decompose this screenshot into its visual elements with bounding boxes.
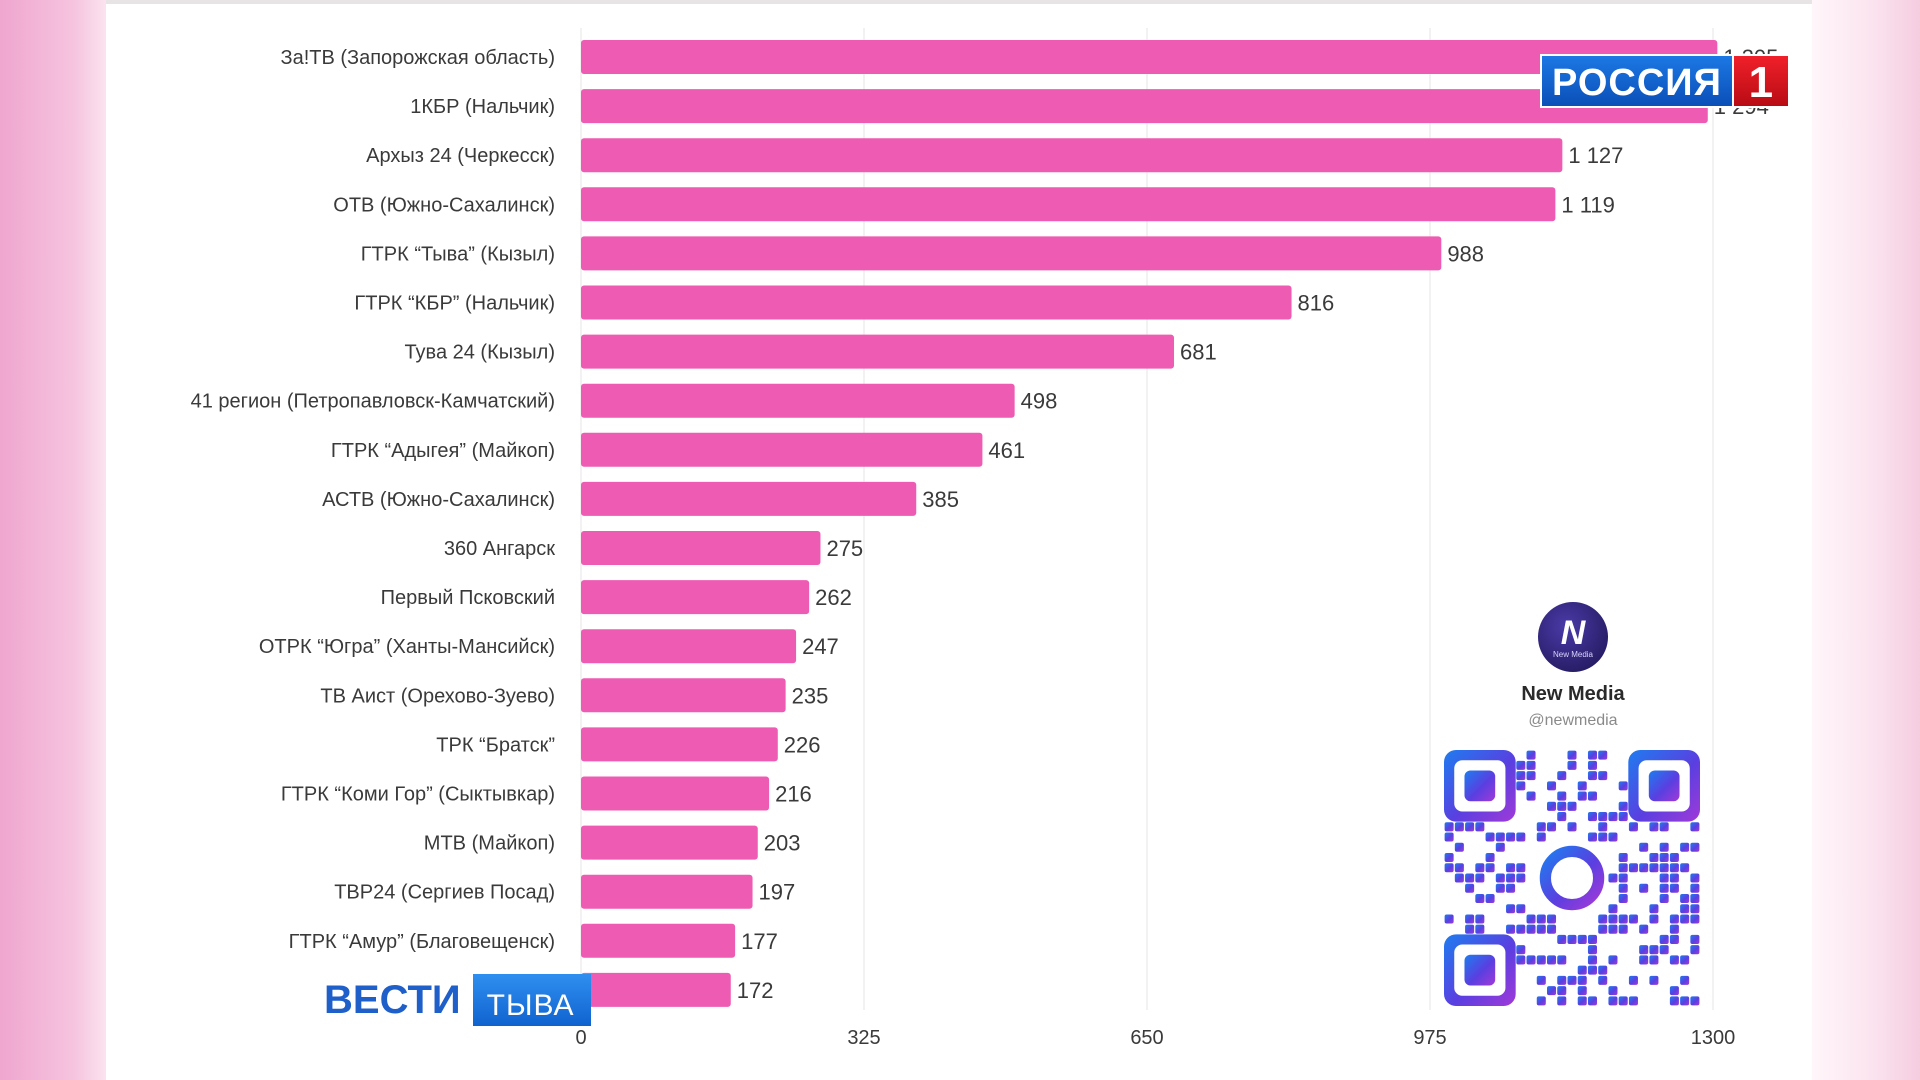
category-label: 41 регион (Петропавловск-Камчатский) — [191, 391, 555, 413]
russia-1-logo: РОССИЯ 1 — [1540, 54, 1790, 108]
left-pink-border — [0, 0, 106, 1080]
bar-value-label: 385 — [922, 487, 959, 512]
top-cut-edge — [106, 0, 1812, 4]
bar-value-label: 275 — [826, 536, 863, 561]
category-label: МТВ (Майкоп) — [424, 833, 555, 855]
right-pink-border — [1812, 0, 1920, 1080]
bar — [581, 383, 1015, 418]
bar — [581, 531, 821, 565]
bar — [581, 972, 731, 1007]
bar — [581, 285, 1292, 320]
bar-value-label: 681 — [1180, 340, 1217, 365]
bar-value-label: 177 — [741, 929, 778, 954]
bar-value-label: 172 — [737, 978, 774, 1003]
tick-layer: 0 325 650 975 1300 — [575, 1027, 1735, 1049]
category-label: ТВ Аист (Орехово-Зуево) — [320, 685, 555, 707]
new-media-avatar-letter: N — [1560, 613, 1586, 652]
bar-value-label: 816 — [1298, 291, 1335, 316]
bar — [581, 236, 1442, 271]
category-label: ГТРК “КБР” (Нальчик) — [354, 293, 555, 315]
category-label: ТВР24 (Сергиев Посад) — [334, 882, 555, 904]
russia-logo-number: 1 — [1731, 54, 1790, 108]
bar-value-label: 988 — [1447, 241, 1484, 266]
new-media-avatar: N New Media — [1538, 602, 1608, 672]
vesti-tyva-logo: ВЕСТИ ТЫВА — [324, 974, 591, 1026]
bar — [581, 825, 758, 860]
bar-value-label: 235 — [792, 683, 829, 708]
tyva-logo-word: ТЫВА — [472, 974, 591, 1026]
bar-value-label: 461 — [988, 438, 1025, 463]
bar-value-label: 203 — [764, 831, 801, 856]
bar — [581, 187, 1556, 222]
bar — [581, 334, 1174, 369]
x-tick-label: 325 — [847, 1027, 880, 1049]
russia-logo-word: РОССИЯ — [1540, 54, 1732, 108]
bar — [581, 89, 1708, 124]
new-media-handle: @newmedia — [1528, 712, 1618, 729]
new-media-avatar-caption: New Media — [1552, 649, 1593, 659]
bar-value-label: 498 — [1021, 389, 1058, 414]
x-tick-label: 0 — [575, 1027, 586, 1049]
bar — [581, 432, 983, 467]
category-label: ГТРК “Тыва” (Кызыл) — [361, 243, 555, 265]
category-label: Тува 24 (Кызыл) — [404, 342, 555, 364]
x-tick-label: 1300 — [1691, 1027, 1736, 1049]
bar — [581, 40, 1718, 74]
category-label: ГТРК “Адыгея” (Майкоп) — [331, 440, 555, 462]
category-label: ГТРК “Амур” (Благовещенск) — [289, 931, 555, 953]
bar-value-label: 247 — [802, 634, 839, 659]
category-label: АСТВ (Южно-Сахалинск) — [322, 489, 555, 511]
bar-layer — [581, 40, 1718, 1007]
bar — [581, 727, 778, 762]
bar-value-label: 226 — [784, 732, 821, 757]
category-label: ТРК “Братск” — [436, 734, 555, 756]
category-label: Первый Псковский — [381, 587, 555, 609]
bar-value-label: 1 119 — [1561, 192, 1614, 217]
category-label: ОТРК “Югра” (Ханты-Мансийск) — [259, 636, 555, 658]
bar — [581, 138, 1563, 173]
bar — [581, 678, 786, 713]
category-label: ОТВ (Южно-Сахалинск) — [333, 194, 555, 216]
bar — [581, 629, 797, 664]
category-label: 1КБР (Нальчик) — [410, 96, 555, 118]
bar-value-label: 1 127 — [1568, 143, 1623, 168]
category-label: 360 Ангарск — [444, 538, 555, 560]
bar-value-label: 216 — [775, 782, 812, 807]
bar-value-label: 262 — [815, 585, 852, 610]
category-label: За!ТВ (Запорожская область) — [280, 47, 555, 69]
category-label: Архыз 24 (Черкесск) — [366, 145, 555, 167]
bar — [581, 580, 810, 615]
bar — [581, 874, 753, 909]
qr-code-icon — [1444, 750, 1700, 1006]
category-label: ГТРК “Коми Гор” (Сыктывкар) — [281, 784, 555, 806]
bar-value-label: 197 — [759, 880, 796, 905]
bar — [581, 776, 770, 811]
x-tick-label: 650 — [1130, 1027, 1163, 1049]
label-layer: 1 305За!ТВ (Запорожская область)1 2941КБ… — [191, 45, 1779, 1003]
vesti-logo-word: ВЕСТИ — [324, 974, 473, 1026]
x-tick-label: 975 — [1413, 1027, 1446, 1049]
new-media-title: New Media — [1521, 683, 1625, 705]
bar — [581, 923, 736, 958]
bar — [581, 481, 917, 516]
